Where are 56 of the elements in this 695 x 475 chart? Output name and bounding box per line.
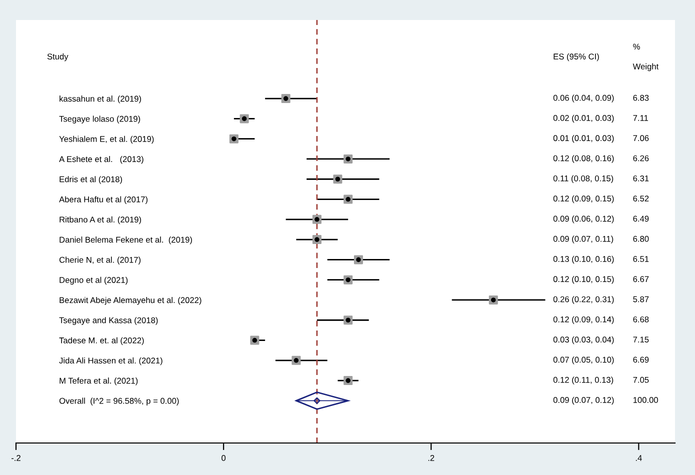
point <box>314 397 320 404</box>
y-tick-label: Overall (I^2 = 96.58%, p = 0.00) <box>59 398 179 406</box>
annotation: 6.26 <box>633 155 649 162</box>
annotation: 0.07 (0.05, 0.10) <box>553 356 614 364</box>
annotation: 7.11 <box>633 115 648 121</box>
annotation: 6.49 <box>633 216 649 222</box>
y-tick-label: Cherie N, et al. (2017) <box>59 256 141 264</box>
annotation: 0.09 (0.07, 0.11) <box>553 236 614 244</box>
annotation: 0.11 (0.08, 0.15) <box>553 175 614 184</box>
text: ES (95% CI) <box>554 53 599 62</box>
y-tick-label: Ritbano A et al. (2019) <box>60 216 142 224</box>
annotation: 6.80 <box>633 236 649 242</box>
annotation: 6.52 <box>633 196 649 202</box>
y-tick-label: Abera Haftu et al (2017) <box>59 196 148 204</box>
y-tick-label: Yeshialem E, et al. (2019) <box>59 136 154 144</box>
y-tick-label: M Tefera et al. (2021) <box>60 378 138 386</box>
y-tick-label: Jida Ali Hassen et al. (2021) <box>59 357 162 366</box>
y-tick-label: kassahun et al. (2019) <box>60 96 141 104</box>
annotation: 6.67 <box>633 276 649 282</box>
annotation: 0.12 (0.10, 0.15) <box>553 276 614 284</box>
annotation: 5.87 <box>633 296 649 302</box>
y-tick-label: Tsegaye lolaso (2019) <box>59 116 140 124</box>
y-tick-label: A Eshete et al. (2013) <box>59 156 144 164</box>
annotation: 7.06 <box>633 135 649 142</box>
annotation: 0.13 (0.10, 0.16) <box>553 256 614 264</box>
y-tick-label: Edris et al (2018) <box>60 176 122 184</box>
annotation: 0.01 (0.01, 0.03) <box>553 134 614 143</box>
annotation: 100.00 <box>633 397 658 403</box>
annotation: 0.12 (0.11, 0.13) <box>553 376 614 384</box>
x-tick-label: .4 <box>636 455 642 461</box>
annotation: 6.31 <box>633 175 649 182</box>
annotation: 0.12 (0.09, 0.14) <box>553 316 614 324</box>
annotation: 0.26 (0.22, 0.31) <box>553 296 614 304</box>
x-tick-label: .2 <box>428 455 434 461</box>
annotation: 7.15 <box>633 336 649 343</box>
y-tick-label: Degno et al (2021) <box>60 276 128 285</box>
y-tick-label: Tadese M. et. al (2022) <box>59 337 144 346</box>
annotation: 0.12 (0.08, 0.16) <box>553 155 614 163</box>
annotation: 0.06 (0.04, 0.09) <box>553 94 614 102</box>
annotation: 6.69 <box>633 356 649 363</box>
annotation: 0.09 (0.07, 0.12) <box>553 396 614 405</box>
y-tick-label: Daniel Belema Fekene et al. (2019) <box>60 236 192 244</box>
annotation: 0.02 (0.01, 0.03) <box>553 114 614 123</box>
annotation: 0.09 (0.06, 0.12) <box>553 216 614 224</box>
annotation: 6.68 <box>633 316 649 322</box>
x-tick-label: 0 <box>222 455 226 461</box>
annotation: 6.51 <box>633 256 649 262</box>
text: % Weight <box>632 44 659 72</box>
annotation: 0.12 (0.09, 0.15) <box>553 195 614 204</box>
text: Study <box>47 53 68 62</box>
annotation: 7.05 <box>633 376 649 383</box>
y-tick-label: Bezawit Abeje Alemayehu et al. (2022) <box>60 296 202 305</box>
annotation: 0.03 (0.03, 0.04) <box>553 336 614 344</box>
x-tick-label: -.2 <box>12 455 20 461</box>
annotation: 6.83 <box>633 94 649 101</box>
y-tick-label: Tsegaye and Kassa (2018) <box>59 317 158 325</box>
